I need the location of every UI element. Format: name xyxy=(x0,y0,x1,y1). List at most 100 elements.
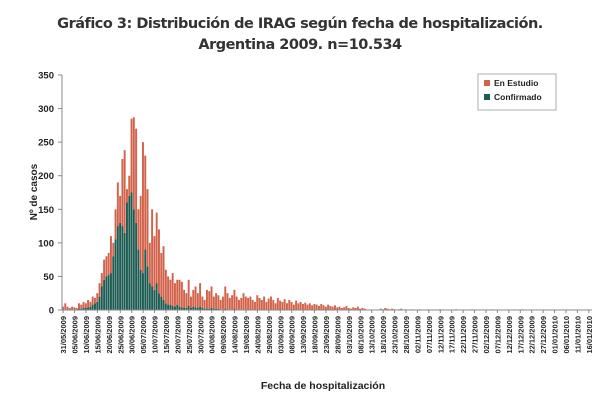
bar-confirmado xyxy=(82,307,85,310)
bar-confirmado xyxy=(132,209,135,310)
bar-en-estudio xyxy=(212,296,215,309)
bar-en-estudio xyxy=(217,295,220,309)
bar-confirmado xyxy=(199,306,202,310)
bar-en-estudio xyxy=(228,297,231,310)
bar-en-estudio xyxy=(222,296,224,310)
bar-en-estudio xyxy=(279,300,282,310)
bar-en-estudio xyxy=(176,279,179,305)
bar-en-estudio xyxy=(75,307,78,310)
x-tick-label: 07/11/2009 xyxy=(425,316,434,353)
bar-confirmado xyxy=(185,307,188,310)
bar-en-estudio xyxy=(329,305,332,310)
x-tick-label: 13/09/2009 xyxy=(299,316,308,354)
x-tick-label: 30/07/2009 xyxy=(196,316,205,354)
bar-en-estudio xyxy=(153,236,156,290)
bar-en-estudio xyxy=(322,305,325,310)
bar-confirmado xyxy=(96,301,99,310)
bar-en-estudio xyxy=(231,295,234,310)
bar-confirmado xyxy=(130,192,133,310)
x-tick-label: 05/06/2009 xyxy=(71,316,80,354)
bar-confirmado xyxy=(206,308,208,310)
bar-en-estudio xyxy=(114,209,117,240)
bar-en-estudio xyxy=(263,296,266,310)
legend-box xyxy=(477,73,557,111)
y-tick-label: 100 xyxy=(38,238,54,249)
bar-confirmado xyxy=(162,299,165,310)
bar-en-estudio xyxy=(281,301,284,310)
bar-en-estudio xyxy=(304,302,307,310)
bar-en-estudio xyxy=(126,189,128,203)
x-tick-label: 03/09/2009 xyxy=(276,316,285,354)
x-tick-label: 08/09/2009 xyxy=(288,316,297,354)
x-tick-label: 15/06/2009 xyxy=(93,316,102,354)
bar-confirmado xyxy=(139,269,142,310)
bar-en-estudio xyxy=(265,301,268,310)
bar-en-estudio xyxy=(327,304,330,310)
bar-en-estudio xyxy=(267,298,270,310)
bar-en-estudio xyxy=(311,305,314,310)
bar-confirmado xyxy=(103,279,106,310)
x-tick-label: 10/06/2009 xyxy=(82,316,91,354)
bar-en-estudio xyxy=(384,307,387,310)
bar-en-estudio xyxy=(324,306,327,310)
bar-en-estudio xyxy=(180,281,183,308)
bar-confirmado xyxy=(233,308,236,310)
bar-en-estudio xyxy=(187,279,190,306)
y-tick-label: 50 xyxy=(43,272,54,283)
bar-confirmado xyxy=(137,249,140,310)
bar-en-estudio xyxy=(64,303,67,310)
y-tick-label: 300 xyxy=(38,104,54,115)
bar-en-estudio xyxy=(254,301,256,310)
bar-en-estudio xyxy=(224,286,227,309)
title-line: Gráfico 3: Distribución de IRAG según fe… xyxy=(57,16,543,32)
bar-confirmado xyxy=(144,249,147,310)
legend-swatch xyxy=(484,94,490,100)
bar-en-estudio xyxy=(194,286,197,308)
bar-en-estudio xyxy=(247,297,250,310)
bar-en-estudio xyxy=(110,236,112,274)
x-tick-label: 11/01/2010 xyxy=(573,316,582,353)
bar-confirmado xyxy=(174,306,176,310)
x-tick-label: 23/09/2009 xyxy=(322,316,331,354)
bar-confirmado xyxy=(110,273,112,310)
x-tick-label: 01/01/2010 xyxy=(551,316,560,354)
bar-en-estudio xyxy=(62,306,64,310)
x-tick-label: 02/12/2009 xyxy=(482,316,491,354)
bar-en-estudio xyxy=(391,308,394,310)
bar-confirmado xyxy=(148,283,151,310)
bar-en-estudio xyxy=(233,289,236,309)
x-tick-label: 22/11/2009 xyxy=(459,316,468,353)
y-axis-label: Nº de casos xyxy=(29,163,40,220)
bar-en-estudio xyxy=(235,296,238,310)
x-tick-label: 06/01/2010 xyxy=(562,316,571,354)
bar-en-estudio xyxy=(185,293,188,308)
y-tick-label: 350 xyxy=(38,71,54,82)
bar-en-estudio xyxy=(112,242,115,257)
bar-en-estudio xyxy=(91,296,94,305)
bar-en-estudio xyxy=(379,308,382,310)
bars xyxy=(62,117,524,310)
bar-confirmado xyxy=(167,304,170,310)
bar-confirmado xyxy=(78,308,80,310)
bar-en-estudio xyxy=(119,195,122,223)
bar-en-estudio xyxy=(286,303,288,310)
bar-en-estudio xyxy=(73,307,76,310)
bar-en-estudio xyxy=(169,279,172,305)
bar-en-estudio xyxy=(331,306,334,310)
x-tick-label: 23/10/2009 xyxy=(391,316,400,354)
bar-en-estudio xyxy=(80,304,83,309)
bar-confirmado xyxy=(107,275,110,310)
bar-en-estudio xyxy=(260,299,263,310)
bar-en-estudio xyxy=(135,128,138,223)
bar-en-estudio xyxy=(299,301,302,310)
bar-confirmado xyxy=(178,306,181,310)
bar-confirmado xyxy=(123,232,126,310)
x-axis-label: Fecha de hospitalización xyxy=(261,380,385,392)
x-tick-label: 02/11/2009 xyxy=(413,316,422,353)
x-tick-label: 25/07/2009 xyxy=(185,316,194,354)
bar-en-estudio xyxy=(105,256,108,277)
bar-confirmado xyxy=(210,307,213,310)
bar-en-estudio xyxy=(100,273,103,287)
x-tick-label: 13/10/2009 xyxy=(368,316,377,354)
